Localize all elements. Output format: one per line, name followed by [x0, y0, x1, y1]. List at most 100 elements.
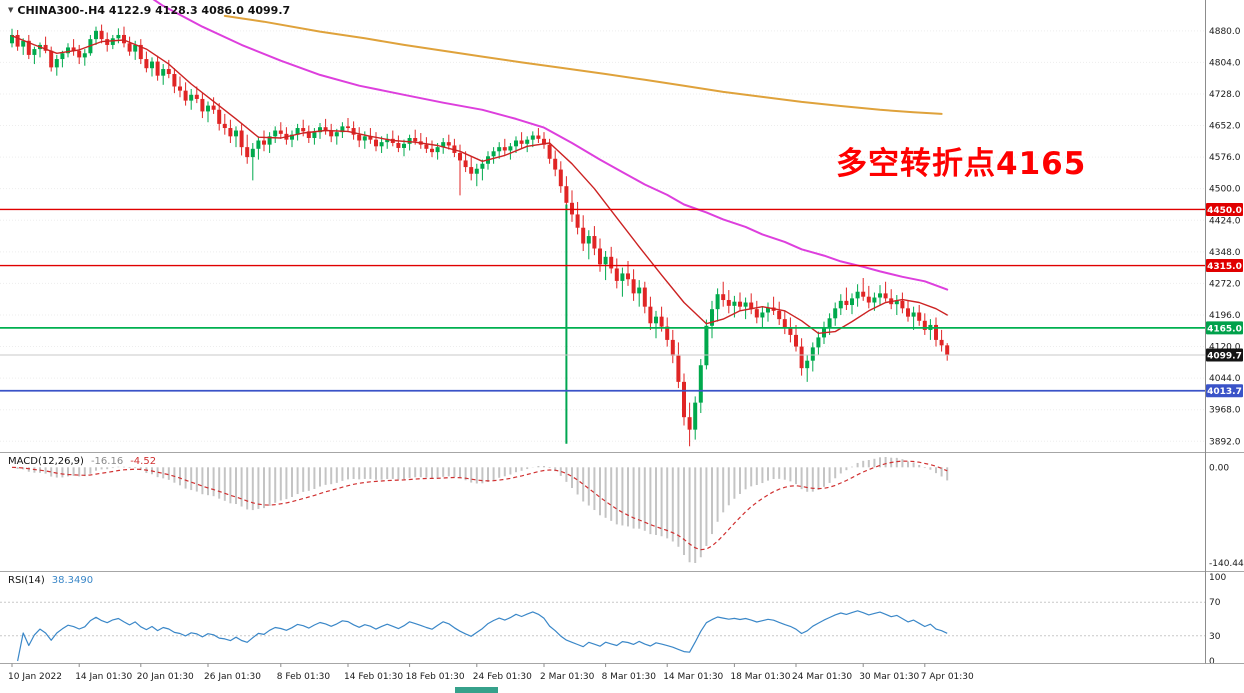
candle-body [407, 138, 412, 144]
time-tick-label[interactable]: 24 Mar 01:30 [792, 672, 852, 682]
rsi-name: RSI(14) [8, 575, 45, 586]
candle-body [833, 308, 838, 319]
candle-body [43, 44, 48, 51]
time-tick-label[interactable]: 26 Jan 01:30 [204, 672, 261, 682]
rsi-tick-label: 30 [1209, 632, 1221, 642]
candle-body [502, 147, 507, 151]
price-tick-label: 3892.0 [1209, 437, 1241, 447]
candle-body [402, 143, 406, 148]
candle-body [704, 325, 709, 366]
candle-body [710, 309, 714, 326]
candle-body [749, 302, 754, 310]
price-tick-label: 4196.0 [1209, 311, 1241, 321]
candle-body [536, 135, 541, 139]
candle-body [878, 293, 882, 298]
macd-value-signal: -4.52 [130, 456, 157, 467]
candle-body [934, 324, 938, 340]
time-tick-label[interactable]: 14 Jan 01:30 [75, 672, 132, 682]
candle-body [295, 128, 300, 135]
price-tick-label: 4500.0 [1209, 185, 1241, 195]
candle-body [939, 339, 944, 346]
ma-slow-line [223, 14, 943, 115]
time-tick-label[interactable]: 7 Apr 01:30 [921, 672, 974, 682]
candle-body [900, 300, 905, 309]
candle-body [239, 130, 244, 148]
candle-body [172, 74, 177, 87]
candle-body [592, 236, 597, 249]
candle-body [637, 287, 642, 294]
time-tick-label[interactable]: 14 Mar 01:30 [663, 672, 723, 682]
candle-body [340, 126, 345, 133]
candle-body [777, 310, 782, 320]
candle-body [217, 109, 222, 124]
candle-body [810, 347, 815, 361]
candle-body [575, 214, 580, 228]
candle-body [855, 291, 860, 299]
candle-body [250, 148, 255, 158]
candle-body [894, 300, 899, 305]
candle-body [396, 142, 401, 148]
price-tick-label: 4728.0 [1209, 90, 1241, 100]
candle-body [138, 44, 143, 60]
candle-body [654, 316, 658, 324]
time-tick-label[interactable]: 8 Feb 01:30 [277, 672, 331, 682]
candle-body [60, 53, 65, 60]
candle-body [127, 43, 132, 52]
time-tick-label[interactable]: 18 Mar 01:30 [730, 672, 790, 682]
candle-body [211, 105, 216, 110]
candle-body [424, 144, 429, 149]
candle-body [133, 44, 138, 52]
candle-body [262, 140, 266, 145]
candle-body [245, 147, 250, 158]
candle-body [872, 297, 877, 303]
price-badge [1206, 259, 1243, 273]
candle-body [256, 140, 261, 149]
candle-body [911, 312, 916, 317]
candle-body [318, 127, 322, 133]
candle-body [430, 148, 434, 153]
candle-body [844, 300, 849, 306]
candle-body [155, 61, 160, 76]
time-tick-label[interactable]: 30 Mar 01:30 [859, 672, 919, 682]
candle-body [441, 142, 446, 148]
candle-body [329, 130, 334, 137]
rsi-tick-label: 0 [1209, 657, 1215, 667]
candle-body [715, 294, 720, 310]
candle-body [626, 273, 630, 280]
candle-body [732, 301, 737, 306]
time-tick-label[interactable]: 8 Mar 01:30 [602, 672, 657, 682]
taskbar-fragment[interactable] [455, 687, 498, 693]
candle-body [738, 301, 742, 307]
candle-body [15, 34, 20, 47]
candle-body [805, 360, 810, 369]
price-tick-label: 4804.0 [1209, 58, 1241, 68]
candle-body [922, 320, 927, 330]
candle-body [676, 355, 681, 382]
time-tick-label[interactable]: 20 Jan 01:30 [137, 672, 194, 682]
time-tick-label[interactable]: 24 Feb 01:30 [473, 672, 532, 682]
candle-body [480, 163, 485, 169]
time-tick-label[interactable]: 10 Jan 2022 [8, 672, 62, 682]
symbol-dropdown-icon[interactable]: ▼ [8, 6, 14, 14]
candle-body [463, 160, 468, 168]
time-tick-label[interactable]: 2 Mar 01:30 [540, 672, 595, 682]
symbol-ohlc-text: CHINA300-.H4 4122.9 4128.3 4086.0 4099.7 [17, 4, 291, 17]
candle-body [614, 268, 619, 281]
candle-body [222, 123, 227, 129]
candle-body [519, 140, 524, 144]
candle-body [570, 202, 574, 215]
price-tick-label: 4424.0 [1209, 216, 1241, 226]
candle-body [183, 90, 188, 101]
rsi-tick-label: 70 [1209, 598, 1221, 608]
candle-body [312, 132, 317, 139]
ma-fast-line [11, 35, 948, 334]
candle-body [698, 365, 703, 403]
time-tick-label[interactable]: 14 Feb 01:30 [344, 672, 403, 682]
time-tick-label[interactable]: 18 Feb 01:30 [406, 672, 465, 682]
candle-body [670, 339, 675, 356]
candle-body [194, 94, 199, 99]
candle-body [458, 152, 462, 161]
price-badge [1206, 384, 1243, 398]
